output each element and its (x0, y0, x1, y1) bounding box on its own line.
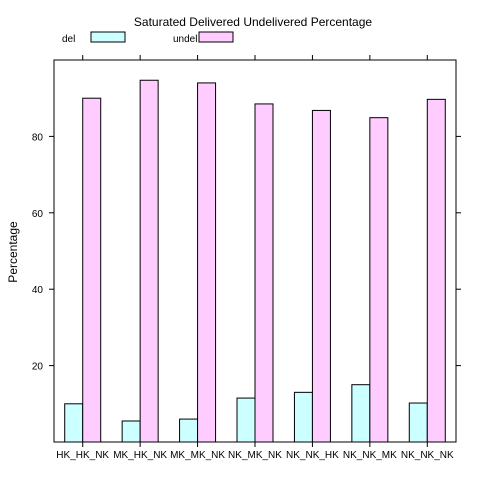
bar-del (64, 403, 84, 443)
bar-del (351, 384, 371, 443)
bar-del (179, 418, 199, 443)
x-tick-label: MK_MK_NK (170, 450, 225, 461)
y-tick-label: 60 (32, 209, 44, 220)
y-axis-label: Percentage (6, 221, 20, 283)
bar-undel (369, 117, 389, 443)
y-tick-label: 80 (32, 132, 44, 143)
bar-undel (82, 97, 102, 443)
x-tick-label: NK_MK_NK (228, 450, 282, 461)
chart-title: Saturated Delivered Undelivered Percenta… (134, 15, 372, 29)
x-tick-label: NK_NK_NK (401, 450, 454, 461)
legend-label: undel (173, 34, 197, 45)
bar-undel (197, 82, 217, 443)
bar-del (293, 391, 313, 443)
x-tick-label: MK_HK_NK (113, 450, 167, 461)
bar-undel (139, 79, 159, 443)
legend: del undel (62, 31, 234, 45)
bar-del (408, 402, 428, 443)
plot-area: 20 40 60 80 HK_HK_NK MK_HK_NK MK_MK_NK NK_MK_NK… (32, 55, 461, 461)
legend-label: del (62, 34, 75, 45)
x-tick-label: NK_NK_HK (286, 450, 339, 461)
bar-del (121, 420, 141, 443)
bar-del (236, 397, 256, 443)
bar-undel (254, 103, 274, 443)
legend-swatch (198, 31, 234, 43)
legend-swatch (90, 31, 126, 43)
bar-undel (426, 98, 446, 443)
x-tick-label: HK_HK_NK (56, 450, 109, 461)
bar-undel (311, 109, 331, 443)
y-tick-label: 20 (32, 362, 44, 373)
x-tick-label: NK_NK_MK (343, 450, 397, 461)
y-tick-label: 40 (32, 285, 44, 296)
